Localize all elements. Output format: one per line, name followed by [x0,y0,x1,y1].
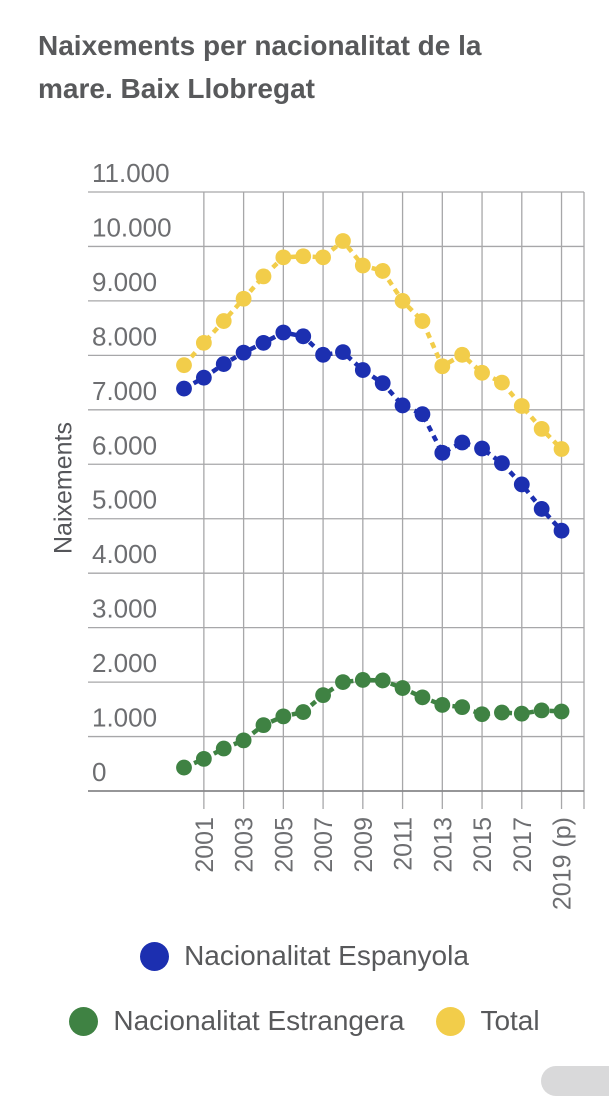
x-tick-label: 2009 [350,817,378,873]
x-tick-label: 2017 [509,817,537,873]
data-point [414,689,431,706]
x-tick-label: 2015 [469,817,497,873]
espanyola-legend-label: Nacionalitat Espanyola [184,940,469,971]
x-tick-label: 2001 [191,817,219,873]
data-point [215,740,232,757]
data-point [315,249,331,266]
data-point [315,687,331,704]
y-tick-label: 10.000 [92,212,172,242]
data-point [354,362,371,378]
data-point [315,346,331,363]
data-point [195,334,212,351]
data-point [374,375,391,392]
data-point [215,313,232,329]
data-point [255,717,272,734]
gridlines: 2001 2003 2005 2007 2009 2011 2013 2015 2017 2019… [88,158,585,910]
estrangera-legend-dot-icon [69,1006,99,1036]
total-legend-label: Total [480,1005,540,1036]
x-tick-label: 2013 [429,817,457,873]
data-point [434,444,451,461]
y-tick-label: 6.000 [92,430,157,460]
data-point [235,344,252,361]
data-point [235,732,252,749]
data-point [275,708,292,725]
x-tick-label: 2007 [310,817,338,873]
data-point [553,703,570,720]
y-tick-label: 9.000 [92,267,157,297]
espanyola-legend-dot-icon [140,941,170,971]
data-point [494,374,510,391]
legend-row-1: Nacionalitat Espanyola [0,934,609,978]
legend-row-2: Nacionalitat Estrangera Total [0,999,609,1043]
series-nacionalitat-espanyola [176,324,570,539]
data-point [394,397,411,414]
data-point [553,522,570,539]
data-point [354,672,371,688]
data-point [434,697,451,713]
data-point [533,420,550,437]
data-point [533,501,550,517]
x-tick-label: 2005 [270,817,298,873]
series-total [176,233,570,457]
series-nacionalitat-estrangera [176,672,570,776]
data-point [295,328,312,345]
data-point [255,334,272,351]
data-point [513,705,530,722]
data-point [195,750,212,767]
y-tick-label: 4.000 [92,539,157,569]
y-tick-label: 8.000 [92,321,157,351]
data-point [414,313,431,329]
x-tick-label: 2019 (p) [549,817,577,910]
data-point [176,380,192,397]
data-point [434,358,451,375]
y-tick-label: 1.000 [92,703,157,733]
chart-title: Naixements per nacionalitat de la mare. … [38,30,482,105]
data-point [176,357,192,374]
data-point [394,680,411,696]
data-point [354,257,371,274]
data-point [195,369,212,386]
data-point [275,249,292,266]
data-point [474,440,490,457]
data-point [454,699,471,716]
data-point [335,233,351,249]
y-tick-label: 5.000 [92,485,157,515]
y-tick-label: 7.000 [92,376,157,406]
y-tick-label: 11.000 [92,158,170,188]
data-point [474,706,490,723]
data-point [454,434,471,451]
data-point [513,398,530,414]
data-point [255,268,272,285]
corner-overlay-shape [541,1066,609,1096]
y-tick-label: 3.000 [92,594,157,624]
data-point [474,364,490,381]
data-point [533,702,550,719]
data-point [553,441,570,457]
data-point [374,672,391,689]
data-point [335,344,351,360]
data-point [374,263,391,279]
data-point [235,290,252,307]
data-point [454,346,471,363]
data-point [295,704,312,720]
data-point [394,293,411,309]
total-legend-dot-icon [436,1006,466,1036]
x-tick-label: 2003 [231,817,259,873]
estrangera-legend-label: Nacionalitat Estrangera [113,1005,405,1036]
data-point [335,674,351,690]
y-tick-label: 0 [92,757,106,787]
data-point [494,704,510,721]
data-point [275,324,292,341]
y-tick-label: 2.000 [92,648,157,678]
x-tick-label: 2011 [390,817,418,871]
data-point [513,476,530,493]
data-point [494,455,510,472]
data-point [215,356,232,372]
data-point [414,406,431,423]
data-point [295,248,312,265]
data-point [176,759,192,776]
